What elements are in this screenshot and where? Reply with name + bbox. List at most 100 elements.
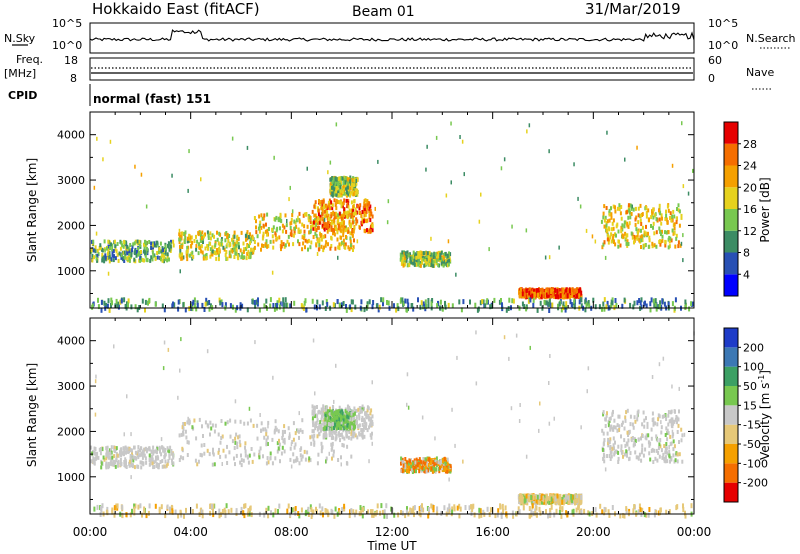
echo-cell — [333, 303, 336, 309]
echo-cell — [292, 452, 295, 457]
echo-cell-sparse — [96, 136, 98, 141]
echo-cell — [327, 426, 330, 431]
echo-cell — [366, 304, 369, 310]
echo-cell — [157, 465, 160, 470]
echo-cell — [94, 245, 97, 250]
echo-cell — [168, 247, 171, 252]
echo-cell — [193, 239, 196, 243]
echo-cell — [657, 446, 660, 451]
echo-cell — [294, 220, 297, 225]
echo-cell — [183, 240, 186, 244]
echo-cell — [242, 510, 245, 516]
echo-cell — [212, 512, 215, 518]
echo-cell — [160, 249, 163, 254]
echo-cell — [406, 298, 409, 304]
echo-cell — [339, 433, 342, 437]
echo-cell — [609, 450, 612, 455]
echo-cell — [225, 257, 228, 261]
echo-cell — [217, 249, 220, 254]
echo-cell — [595, 512, 598, 518]
echo-cell — [116, 242, 119, 246]
echo-cell — [640, 304, 643, 310]
echo-cell — [613, 418, 616, 423]
echo-cell — [106, 256, 109, 261]
echo-cell — [350, 299, 353, 305]
echo-cell — [366, 301, 369, 307]
echo-cell — [587, 300, 590, 305]
echo-cell — [651, 241, 654, 246]
echo-cell — [154, 459, 157, 464]
echo-cell — [332, 449, 335, 454]
echo-cell — [651, 411, 654, 416]
echo-cell — [653, 512, 656, 518]
echo-cell — [246, 244, 249, 249]
echo-cell-sparse — [450, 121, 452, 126]
echo-cell — [126, 251, 129, 256]
echo-cell — [538, 494, 541, 500]
echo-cell — [352, 248, 354, 252]
echo-cell — [169, 244, 172, 249]
echo-cell — [247, 235, 250, 239]
echo-cell — [280, 451, 283, 456]
echo-cell — [297, 239, 299, 244]
echo-cell — [380, 297, 383, 303]
echo-cell-sparse — [680, 241, 683, 246]
echo-cell — [317, 216, 320, 221]
echo-cell — [660, 221, 663, 226]
echo-cell — [644, 447, 647, 452]
echo-cell — [624, 231, 627, 236]
echo-cell — [239, 248, 242, 253]
echo-cell — [368, 213, 371, 218]
echo-cell — [423, 263, 426, 268]
echo-cell — [127, 246, 130, 251]
echo-cell — [324, 243, 327, 248]
echo-cell — [354, 304, 357, 310]
echo-cell — [249, 241, 251, 246]
echo-cell — [312, 226, 315, 231]
echo-cell — [105, 246, 108, 251]
echo-cell — [681, 459, 684, 464]
echo-cell — [349, 236, 352, 241]
echo-cell — [133, 510, 136, 516]
echo-cell — [195, 306, 198, 312]
echo-cell — [284, 213, 287, 218]
echo-cell — [227, 238, 230, 243]
echo-cell — [256, 423, 259, 428]
echo-cell — [315, 234, 318, 239]
echo-cell — [358, 210, 361, 215]
echo-cell — [335, 191, 338, 196]
echo-cell — [113, 454, 116, 459]
echo-cell — [218, 247, 221, 251]
echo-cell — [161, 258, 164, 263]
echo-cell-sparse — [544, 255, 547, 260]
echo-cell — [184, 429, 187, 434]
echo-cell — [263, 303, 266, 309]
nave-tick-bottom: 0 — [708, 72, 715, 85]
echo-cell — [276, 302, 278, 308]
echo-cell — [355, 417, 358, 421]
echo-cell — [667, 208, 670, 213]
echo-cell — [95, 456, 97, 461]
echo-cell — [610, 232, 613, 237]
echo-cell-sparse — [638, 238, 640, 243]
echo-cell — [195, 247, 198, 252]
echo-cell — [298, 435, 300, 440]
echo-cell — [568, 494, 571, 500]
echo-cell — [101, 252, 104, 257]
echo-cell — [334, 225, 336, 230]
echo-cell — [372, 300, 375, 305]
date-title: 31/Mar/2019 — [585, 0, 681, 18]
echo-cell — [316, 434, 319, 439]
echo-cell — [130, 460, 132, 465]
echo-cell — [386, 300, 388, 305]
echo-cell — [675, 220, 678, 225]
echo-cell — [648, 451, 651, 456]
echo-cell — [350, 224, 352, 229]
echo-cell — [447, 302, 450, 308]
echo-cell — [540, 495, 543, 501]
echo-cell — [562, 287, 565, 293]
echo-cell — [505, 307, 508, 313]
echo-cell — [195, 436, 198, 441]
echo-cell — [419, 250, 422, 255]
echo-cell — [645, 303, 648, 309]
